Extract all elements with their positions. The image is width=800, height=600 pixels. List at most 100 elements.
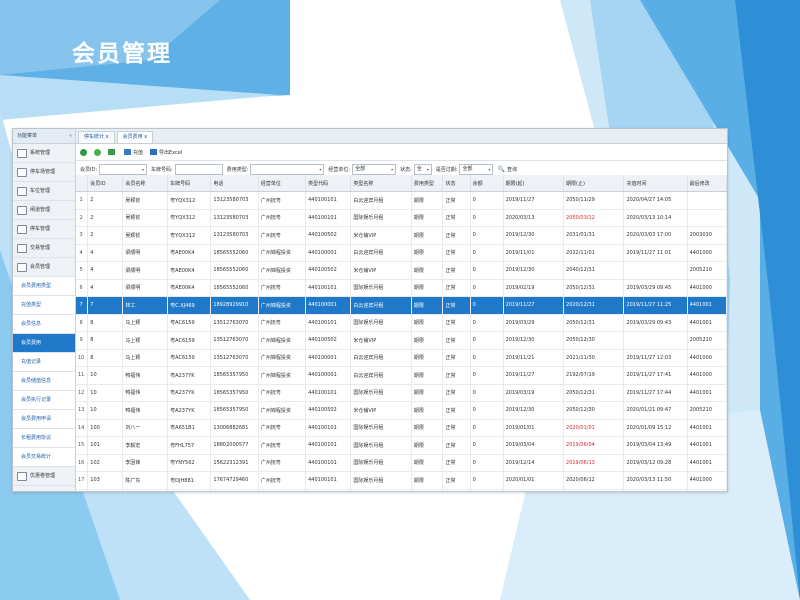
table-cell: 期限 — [411, 279, 444, 297]
export-excel-button[interactable]: 导出Excel — [150, 149, 182, 156]
table-row[interactable]: 16 102 李因锋 粤YNY562 15622312391 广州抚粤 440100101 国… — [76, 454, 727, 472]
sidebar-item[interactable]: 会员储值信息 — [13, 372, 75, 391]
table-cell: 2019/02/23 09:53 — [623, 489, 688, 491]
tab-parking-stats[interactable]: 停车统计 x — [78, 131, 115, 143]
table-cell: 440100101 — [305, 279, 352, 297]
table-row[interactable]: 10 8 马上颖 粤AC6159 13512763070 广州锦程投资 440100001 白… — [76, 349, 727, 367]
sidebar-item[interactable]: 商家管理 — [13, 486, 75, 491]
sidebar-item[interactable]: 长租费用协议 — [13, 429, 75, 448]
table-cell: 4401000 — [687, 279, 727, 297]
row-number: 2 — [76, 209, 89, 227]
unit-select[interactable]: 全部 ▾ — [352, 163, 397, 175]
table-row[interactable]: 18104叶胜昊粤S5S88213729746107广州抚粤440100101国… — [76, 489, 727, 491]
sidebar-item[interactable]: 会员管理 — [13, 258, 75, 277]
card-button[interactable] — [108, 149, 117, 155]
table-row[interactable]: 7 7 林工 粤C.XJ469 18928929910 广州锦程投资 440100001 白云… — [76, 296, 727, 315]
column-header[interactable]: 最后修改 — [687, 175, 727, 192]
column-header[interactable]: 费用类型 — [411, 175, 444, 192]
table-row[interactable]: 5 4 梁顺明 粤AE00K4 18565552060 广州锦程投资 440100502 米仓… — [76, 261, 727, 280]
sidebar-item[interactable]: 停车场管理 — [13, 163, 75, 182]
table-row[interactable]: 1 2 吴颖钦 粤YQX312 13123580703 广州抚粤 440100101 白云迎宾… — [76, 191, 727, 210]
table-row[interactable]: 12 10 鸭福伟 粤A237YK 18565357950 广州抚粤 440100101 国际… — [76, 384, 727, 402]
sidebar-item[interactable]: 会员信息 — [13, 315, 75, 334]
table-row[interactable]: 17 103 陈广东 粤DJH881 17674729460 广州抚粤 440100101 国… — [76, 471, 727, 490]
sidebar-item[interactable]: 会员执行记录 — [13, 391, 75, 410]
status-select[interactable]: 全 ▾ — [413, 163, 432, 175]
table-cell: 期限 — [411, 401, 444, 420]
table-row[interactable]: 3 2 吴颖钦 粤YQX312 13123580703 广州抚粤 440100502 米仓铺V… — [76, 226, 727, 245]
recharge-button[interactable]: 充值 — [124, 149, 143, 156]
column-header[interactable]: 充值时间 — [623, 175, 688, 192]
table-cell: 广州锦程投资 — [258, 349, 307, 367]
table-row[interactable]: 15 101 李毅宏 粤FHL757 18802000577 广州抚粤 440100101 国… — [76, 436, 727, 455]
sidebar-item[interactable]: 会员费用申请 — [13, 410, 75, 429]
table-cell: 2005210 — [687, 331, 727, 350]
table-cell: 正常 — [442, 349, 471, 367]
table-row[interactable]: 6 4 梁顺明 粤AE00K4 18565552060 广州抚粤 440100101 国际娱乐… — [76, 279, 727, 297]
table-cell: 陈广东 — [122, 471, 169, 490]
collapse-icon[interactable]: « — [68, 133, 72, 139]
table-row[interactable]: 8 8 马上颖 粤AC6159 13512763070 广州抚粤 440100101 国际娱乐… — [76, 314, 727, 332]
column-header[interactable]: 期限(止) — [563, 175, 625, 192]
sidebar-item[interactable]: 会员费用类型 — [13, 277, 75, 296]
column-header[interactable]: 经营单位 — [258, 175, 307, 192]
column-header[interactable]: 类型名称 — [350, 175, 412, 192]
table-cell: 期限 — [411, 454, 444, 472]
column-header[interactable]: 状态 — [442, 175, 471, 192]
table-cell: 粤A651B1 — [167, 419, 212, 437]
table-cell: 13123580703 — [210, 191, 259, 210]
column-header[interactable]: 余额 — [470, 175, 504, 192]
menu-icon — [17, 205, 27, 215]
add-button[interactable] — [80, 148, 87, 156]
column-header[interactable]: 电话 — [210, 175, 259, 192]
sidebar-item[interactable]: 优惠卷管理 — [13, 467, 75, 486]
sidebar-item[interactable]: 充值类型 — [13, 296, 75, 315]
table-cell: 2020/12/31 — [563, 296, 625, 315]
table-cell: 2019/03/19 — [503, 384, 565, 402]
plate-input[interactable] — [174, 163, 223, 175]
table-row[interactable]: 2 2 吴颖钦 粤YQX312 13123580703 广州抚粤 440100101 国际娱乐… — [76, 209, 727, 227]
sidebar-item[interactable]: 停车管理 — [13, 220, 75, 239]
table-cell: 2020/01/01 — [503, 471, 565, 490]
menu-icon — [17, 471, 27, 481]
fee-type-select[interactable]: ▾ — [250, 163, 325, 175]
table-cell: 440100101 — [305, 384, 352, 402]
sidebar-item[interactable]: 闸道管理 — [13, 201, 75, 220]
table-row[interactable]: 9 8 马上颖 粤AC6159 13512763070 广州锦程投资 440100502 米仓… — [76, 331, 727, 350]
tab-member-fees[interactable]: 会员费用 x — [116, 131, 154, 143]
column-header[interactable]: 会员名称 — [122, 175, 169, 192]
sidebar-item[interactable]: 充值记录 — [13, 353, 75, 372]
row-number: 3 — [76, 226, 89, 245]
column-header[interactable]: 类型代码 — [305, 175, 352, 192]
table-cell: 吴颖钦 — [122, 226, 169, 245]
unit-label: 经营单位: — [328, 166, 351, 173]
member-id-input[interactable]: ▾ — [99, 163, 148, 175]
table-cell: 广州抚粤 — [258, 419, 307, 437]
table-cell: 粤YQX312 — [167, 226, 212, 245]
search-button[interactable]: 🔍 查询 — [497, 165, 517, 173]
table-cell: 4 — [87, 244, 124, 262]
sidebar-item[interactable]: 车位管理 — [13, 182, 75, 201]
column-header[interactable]: 车牌号码 — [167, 175, 212, 192]
table-row[interactable]: 14 100 刘八一 粤A651B1 13006882681 广州抚粤 440100101 国… — [76, 419, 727, 437]
edit-button[interactable] — [94, 148, 101, 156]
sidebar-item[interactable]: 会员费用 — [13, 334, 75, 353]
table-cell: 2050/11/29 — [563, 191, 625, 210]
expiry-select[interactable]: 全部 ▾ — [459, 163, 494, 175]
sidebar-item[interactable]: 会员交易统计 — [13, 448, 75, 467]
table-cell: 正常 — [442, 314, 471, 332]
member-fee-grid: 会员ID 会员名称 车牌号码 电话 经营单位 类型代码 类型名称 费用类型 状态 余额 期限(起) 期… — [76, 175, 727, 491]
table-cell: 0 — [470, 419, 504, 437]
table-cell: 103 — [87, 471, 124, 490]
table-row[interactable]: 4 4 梁顺明 粤AE00K4 18565552060 广州锦程投资 440100001 白云… — [76, 244, 727, 262]
table-row[interactable]: 11 10 鸭福伟 粤A237YK 18565357950 广州锦程投资 440100001… — [76, 366, 727, 385]
sidebar-item-label: 长租费用协议 — [21, 435, 52, 441]
column-header[interactable]: 期限(起) — [503, 175, 565, 192]
table-row[interactable]: 13 10 鸭福伟 粤A237YK 18565357950 广州锦程投资 440100502… — [76, 401, 727, 420]
table-cell: 4401001 — [687, 419, 727, 437]
column-header[interactable]: 会员ID — [87, 175, 124, 192]
sidebar-item[interactable]: 交易管理 — [13, 239, 75, 258]
sidebar-item[interactable]: 系统管理 — [13, 144, 75, 163]
menu-icon — [17, 148, 27, 158]
table-cell: 国际娱乐月租 — [350, 419, 412, 437]
